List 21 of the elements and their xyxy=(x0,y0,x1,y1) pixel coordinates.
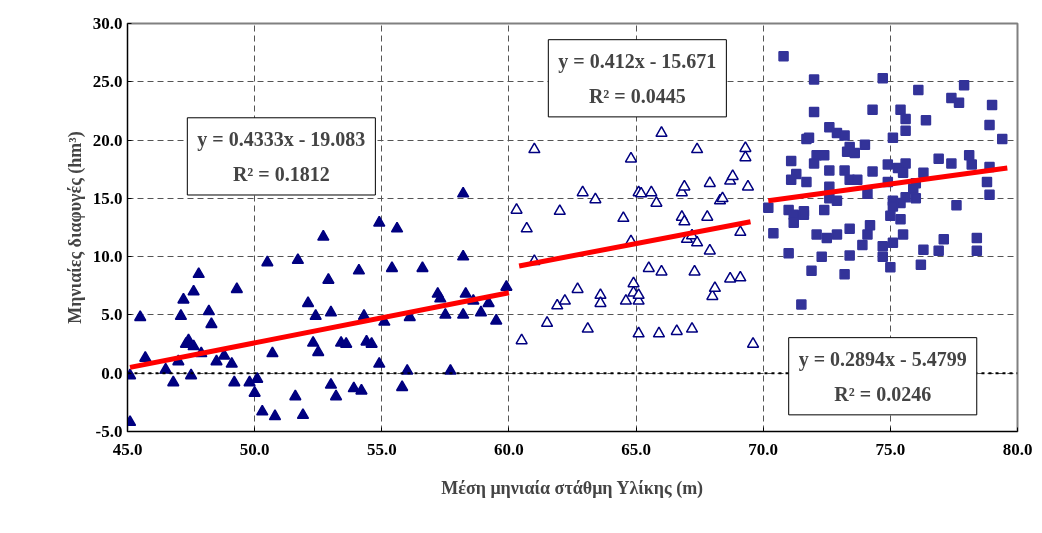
y-tick-label: 5.0 xyxy=(101,305,123,325)
x-tick-label: 65.0 xyxy=(621,439,651,459)
y-tick-label: 20.0 xyxy=(92,130,123,150)
x-tick-label: 70.0 xyxy=(748,439,779,459)
y-tick-label: 25.0 xyxy=(92,72,123,92)
y-tick-label: 0.0 xyxy=(101,363,123,383)
x-axis-title: Μέση μηνιαία στάθμη Υλίκης (m) xyxy=(441,477,704,499)
annotation: y = 0.412x - 15.671 R² = 0.0445 xyxy=(558,49,717,107)
x-tick-label: 45.0 xyxy=(112,439,143,459)
y-tick-label: -5.0 xyxy=(95,422,123,441)
y-tick-label: 15.0 xyxy=(92,188,123,208)
y-tick-label: 30.0 xyxy=(92,14,123,33)
x-tick-label: 60.0 xyxy=(494,439,524,459)
y-tick-label: 10.0 xyxy=(92,247,123,267)
x-tick-label: 50.0 xyxy=(239,439,270,459)
y-axis-title: Μηνιαίες διαφυγές (hm³) xyxy=(64,131,86,324)
x-tick-label: 80.0 xyxy=(1002,439,1033,459)
x-tick-label: 55.0 xyxy=(366,439,397,459)
annotation: y = 0.2894x - 5.4799 R² = 0.0246 xyxy=(798,347,967,405)
x-tick-label: 75.0 xyxy=(875,439,906,459)
annotation: y = 0.4333x - 19.083 R² = 0.1812 xyxy=(197,127,366,185)
